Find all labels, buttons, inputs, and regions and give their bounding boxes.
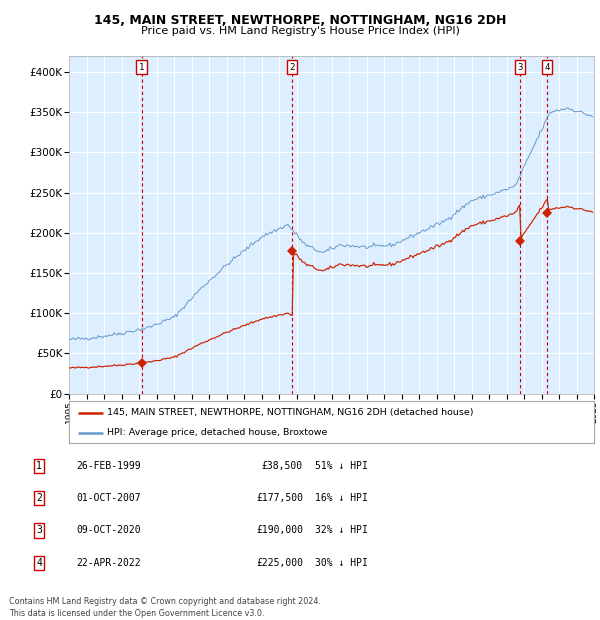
Text: 2: 2 <box>289 63 295 71</box>
Text: 4: 4 <box>36 558 42 568</box>
Text: £225,000: £225,000 <box>256 558 303 568</box>
Text: 3: 3 <box>36 526 42 536</box>
Text: 2: 2 <box>36 494 42 503</box>
Text: 30% ↓ HPI: 30% ↓ HPI <box>315 558 368 568</box>
Text: 16% ↓ HPI: 16% ↓ HPI <box>315 494 368 503</box>
Text: Contains HM Land Registry data © Crown copyright and database right 2024.
This d: Contains HM Land Registry data © Crown c… <box>9 596 321 618</box>
Text: £190,000: £190,000 <box>256 526 303 536</box>
Text: 1: 1 <box>139 63 145 71</box>
Text: 51% ↓ HPI: 51% ↓ HPI <box>315 461 368 471</box>
Text: 1: 1 <box>36 461 42 471</box>
Text: 145, MAIN STREET, NEWTHORPE, NOTTINGHAM, NG16 2DH: 145, MAIN STREET, NEWTHORPE, NOTTINGHAM,… <box>94 14 506 27</box>
Text: 145, MAIN STREET, NEWTHORPE, NOTTINGHAM, NG16 2DH (detached house): 145, MAIN STREET, NEWTHORPE, NOTTINGHAM,… <box>107 408 473 417</box>
Text: 32% ↓ HPI: 32% ↓ HPI <box>315 526 368 536</box>
Text: 26-FEB-1999: 26-FEB-1999 <box>77 461 142 471</box>
Text: 22-APR-2022: 22-APR-2022 <box>77 558 142 568</box>
Text: £38,500: £38,500 <box>262 461 303 471</box>
Text: 09-OCT-2020: 09-OCT-2020 <box>77 526 142 536</box>
Text: 01-OCT-2007: 01-OCT-2007 <box>77 494 142 503</box>
Text: £177,500: £177,500 <box>256 494 303 503</box>
Text: HPI: Average price, detached house, Broxtowe: HPI: Average price, detached house, Brox… <box>107 428 327 437</box>
Text: Price paid vs. HM Land Registry's House Price Index (HPI): Price paid vs. HM Land Registry's House … <box>140 26 460 36</box>
Text: 3: 3 <box>517 63 523 71</box>
Text: 4: 4 <box>544 63 550 71</box>
